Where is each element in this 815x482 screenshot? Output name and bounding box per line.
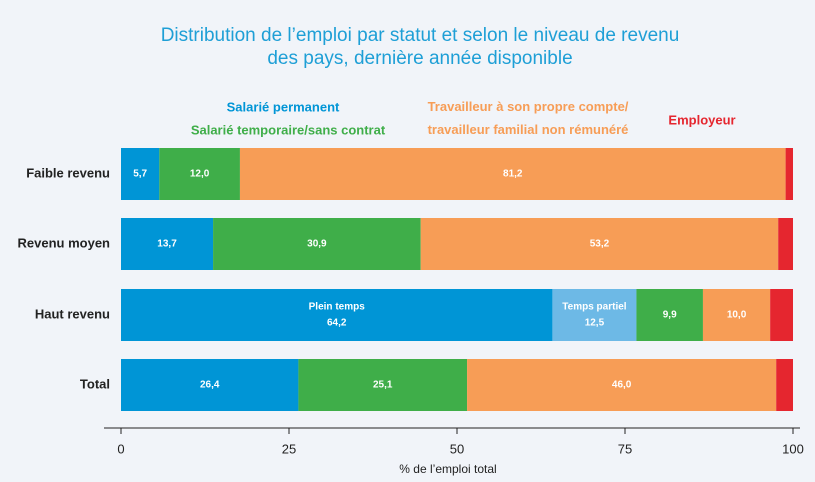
legend-label: Employeur — [668, 112, 735, 127]
x-tick-label: 100 — [782, 441, 804, 456]
data-label: 12,5 — [585, 318, 605, 329]
legend-label: Travailleur à son propre compte/travaill… — [428, 99, 629, 137]
x-tick-label: 25 — [282, 441, 296, 456]
data-label: 64,2 — [327, 318, 347, 329]
bar-segment — [159, 148, 240, 200]
data-label: 9,9 — [663, 310, 677, 321]
x-tick-label: 0 — [117, 441, 124, 456]
segment-name: Plein temps — [309, 302, 366, 313]
bar-segment — [420, 218, 779, 270]
data-label: 26,4 — [200, 380, 220, 391]
legend-label: Salarié temporaire/sans contrat — [191, 122, 386, 137]
x-tick-label: 75 — [618, 441, 632, 456]
bar-segment — [776, 359, 793, 411]
segment-name: Temps partiel — [562, 302, 626, 313]
data-label: 81,2 — [503, 169, 523, 180]
category-label: Haut revenu — [35, 306, 110, 321]
bar-segment — [702, 289, 771, 341]
bar-segment — [778, 218, 793, 270]
bar-segment — [770, 289, 793, 341]
chart-title: Distribution de l’emploi par statut et s… — [161, 25, 680, 69]
data-label: 12,0 — [190, 169, 210, 180]
bar-segment — [121, 148, 160, 200]
bar-segment — [785, 148, 793, 200]
category-label: Total — [80, 376, 110, 391]
data-label: 30,9 — [307, 239, 327, 250]
legend-label: Salarié permanent — [227, 99, 340, 114]
data-label: 10,0 — [727, 310, 747, 321]
bar-segment — [467, 359, 777, 411]
x-tick-label: 50 — [450, 441, 464, 456]
x-axis-label: % de l’emploi total — [399, 462, 496, 476]
bar-segment — [636, 289, 703, 341]
data-label: 53,2 — [590, 239, 610, 250]
bar-segment — [298, 359, 468, 411]
category-label: Revenu moyen — [18, 235, 111, 250]
bar-segment — [121, 359, 299, 411]
bar-segment — [213, 218, 421, 270]
bar-segment — [121, 218, 214, 270]
bar-segment — [121, 289, 553, 341]
data-label: 13,7 — [157, 239, 177, 250]
data-label: 46,0 — [612, 380, 632, 391]
category-label: Faible revenu — [26, 165, 110, 180]
bar-segment — [239, 148, 786, 200]
data-label: 5,7 — [133, 169, 147, 180]
data-label: 25,1 — [373, 380, 393, 391]
bar-segment — [552, 289, 637, 341]
